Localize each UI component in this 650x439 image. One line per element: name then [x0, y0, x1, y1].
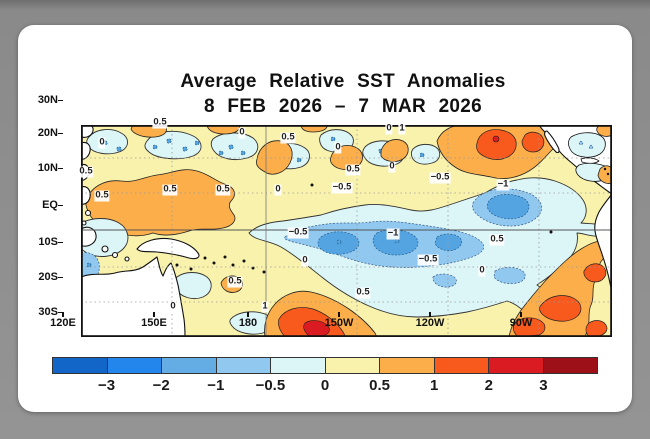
land-new-guinea: [136, 183, 314, 274]
colorbar-tick-value: −1: [207, 377, 225, 394]
northeast-pacific-warm-anomaly: [436, 125, 558, 179]
colorbar-segment: [380, 358, 435, 373]
colorbar-segment: [271, 358, 326, 373]
chart-title: Average Relative SST Anomalies: [180, 71, 506, 92]
minus1-contour-cores: [317, 194, 530, 256]
lon-tick-mark: [338, 312, 340, 317]
lat-tick-mark: [58, 276, 63, 278]
land-north-america: [538, 125, 612, 195]
map-frame: [81, 125, 612, 337]
colorbar-segment: [434, 358, 489, 373]
lat-tick-mark: [58, 204, 63, 206]
lat-tick-label: 10N: [37, 162, 58, 174]
anomaly-colorbar: [52, 357, 598, 374]
lat-tick-label: 30N: [37, 94, 58, 106]
colorbar-segment: [53, 358, 108, 373]
sst-anomaly-map: [81, 125, 612, 337]
colorbar-tick-value: −3: [98, 377, 116, 394]
colorbar-segment: [216, 358, 271, 373]
lon-tick-label: 120W: [415, 317, 445, 329]
lat-tick-label: EQ: [42, 199, 58, 211]
lon-tick-label: 90W: [509, 317, 533, 329]
lat-tick-mark: [58, 167, 63, 169]
lon-tick-label: 120E: [50, 317, 76, 329]
colorbar-tick-labels: −3 −2 −1 −0.5 0 0.5 1 2 3: [52, 377, 598, 397]
colorbar-tick-value: 0: [320, 377, 330, 394]
colorbar-tick-value: 3: [539, 377, 548, 394]
colorbar-segment: [162, 358, 217, 373]
lon-tick-label: 150W: [324, 317, 354, 329]
colorbar-tick-value: 0.5: [369, 377, 391, 394]
colorbar-tick-value: 2: [484, 377, 493, 394]
colorbar-tick-value: −2: [152, 377, 170, 394]
plot-card: Average Relative SST Anomalies 8 FEB 202…: [18, 25, 632, 412]
south-central-warm-anomaly: [264, 290, 378, 337]
lon-tick-label: 180: [238, 317, 258, 329]
galapagos-island: [549, 230, 553, 234]
lat-tick-label: 20S: [38, 271, 58, 283]
colorbar-segment: [543, 358, 597, 373]
lon-tick-label: 150E: [141, 317, 167, 329]
colorbar-segment: [107, 358, 162, 373]
lat-tick-mark: [58, 99, 63, 101]
lat-tick-mark: [58, 311, 63, 313]
lat-tick-label: 10S: [38, 236, 58, 248]
sst-map-canvas: [81, 125, 612, 337]
lat-tick-mark: [58, 132, 63, 134]
colorbar-tick-value: 1: [430, 377, 439, 394]
lon-tick-mark: [153, 312, 155, 317]
lat-tick-mark: [58, 241, 63, 243]
colorbar-segment: [325, 358, 380, 373]
lon-tick-mark: [62, 312, 64, 317]
lon-tick-mark: [520, 312, 522, 317]
lon-tick-mark: [429, 312, 431, 317]
lat-tick-label: 20N: [37, 127, 58, 139]
colorbar-tick-value: −0.5: [255, 377, 286, 394]
colorbar-segment: [489, 358, 544, 373]
land-australia: [81, 256, 186, 337]
lat-tick-label: 30S: [38, 306, 58, 318]
chart-subtitle-date-range: 8 FEB 2026 – 7 MAR 2026: [203, 96, 483, 117]
lon-tick-mark: [247, 312, 249, 317]
